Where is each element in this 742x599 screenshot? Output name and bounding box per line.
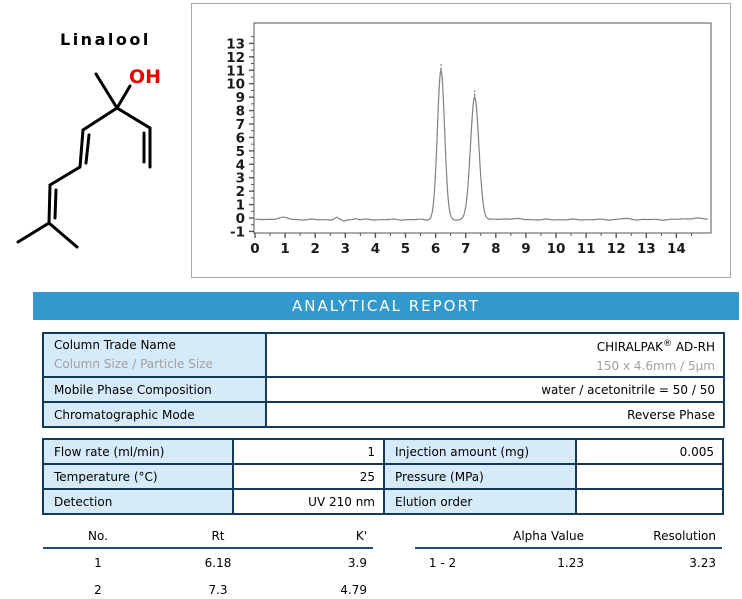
- x-tick-label: 12: [607, 241, 626, 257]
- y-tick-label: 11: [226, 63, 245, 79]
- info-label: Column Trade Name Column Size / Particle …: [42, 332, 267, 378]
- results-header: Alpha Value: [513, 529, 584, 543]
- bond: [16, 221, 51, 244]
- info-row: Column Trade Name Column Size / Particle …: [42, 332, 725, 378]
- condition-label: Elution order: [383, 488, 577, 515]
- x-tick-label: 13: [637, 241, 656, 257]
- results-cell: 3.9: [347, 556, 367, 570]
- y-tick-label: 12: [226, 50, 245, 66]
- results-row: 1 - 2 1.23 3.23: [415, 550, 722, 576]
- x-tick-label: 0: [250, 241, 259, 257]
- x-tick-label: 3: [341, 241, 350, 257]
- y-tick-label: 4: [236, 157, 245, 173]
- report-banner-title: ANALYTICAL REPORT: [292, 297, 480, 315]
- double-bond-inner: [84, 133, 91, 165]
- y-tick-label: 7: [236, 117, 245, 133]
- results-cell: 6.18: [204, 556, 232, 570]
- info-row: Mobile Phase Composition water / acetonit…: [42, 376, 725, 403]
- results-row: 1 6.18 3.9: [43, 550, 373, 576]
- x-tick-label: 7: [461, 241, 470, 257]
- condition-value: 0.005: [575, 438, 724, 465]
- condition-value: [575, 463, 724, 490]
- condition-value: [575, 488, 724, 515]
- y-tick-label: 3: [236, 171, 245, 187]
- x-tick-label: 6: [431, 241, 440, 257]
- column-info-table: Column Trade Name Column Size / Particle …: [42, 332, 725, 428]
- molecule-title: Linalool: [60, 30, 151, 49]
- x-tick-label: 11: [577, 241, 596, 257]
- results-header: Rt: [211, 529, 225, 543]
- x-tick-label: 5: [401, 241, 410, 257]
- results-header: No.: [88, 529, 108, 543]
- double-bond: [78, 128, 85, 169]
- x-tick-label: 2: [310, 241, 319, 257]
- y-tick-label: 10: [226, 77, 245, 93]
- y-tick-label: -1: [230, 224, 245, 240]
- y-tick-label: 6: [236, 130, 245, 146]
- peak-results-table: No. Rt K' 1 6.18 3.9 2 7.3 4.79: [43, 521, 373, 599]
- x-tick-label: 10: [547, 241, 566, 257]
- x-tick-label: 9: [521, 241, 530, 257]
- double-bond-inner: [53, 188, 58, 220]
- x-tick-label: 14: [667, 241, 686, 257]
- y-tick-label: 0: [236, 211, 245, 227]
- condition-row: Detection UV 210 nm Elution order: [42, 488, 724, 515]
- x-tick-label: 8: [491, 241, 500, 257]
- info-label: Mobile Phase Composition: [42, 376, 267, 403]
- info-value: Reverse Phase: [265, 401, 725, 428]
- bond: [115, 106, 152, 130]
- results-cell: 4.79: [340, 583, 367, 597]
- bond: [47, 221, 79, 249]
- x-tick-label: 1: [280, 241, 289, 257]
- y-tick-label: 1: [236, 198, 245, 214]
- results-header: K': [355, 529, 367, 543]
- condition-label: Detection: [42, 488, 234, 515]
- info-row: Chromatographic Mode Reverse Phase: [42, 401, 725, 428]
- results-header: Resolution: [653, 529, 716, 543]
- info-label: Chromatographic Mode: [42, 401, 267, 428]
- condition-value: 25: [232, 463, 385, 490]
- chromatogram-panel: 0 1 2 3 4 5 6 7 8 9 10 11 12 13 14 -1 0 1 2 3 4 5 6 7 8 9 10 11 12 13: [191, 3, 731, 278]
- condition-label: Pressure (MPa): [383, 463, 577, 490]
- results-cell: 2: [94, 583, 102, 597]
- y-tick-label: 9: [236, 90, 245, 106]
- chromatogram-trace: [254, 68, 708, 222]
- condition-label: Flow rate (ml/min): [42, 438, 234, 465]
- bond: [48, 165, 82, 187]
- results-cell: 1.23: [557, 556, 584, 570]
- header-rule: [43, 547, 373, 549]
- molecule-structure: OH: [16, 66, 161, 249]
- results-header-row: No. Rt K': [43, 521, 373, 547]
- bond: [94, 72, 119, 110]
- bond-to-hydroxyl: [115, 84, 132, 110]
- y-tick-label: 8: [236, 104, 245, 120]
- results-cell: 1: [94, 556, 102, 570]
- info-value: CHIRALPAK® AD-RH 150 x 4.6mm / 5μm: [265, 332, 725, 378]
- x-tick-label: 4: [371, 241, 380, 257]
- results-cell: 1 - 2: [428, 556, 457, 570]
- results-cell: 7.3: [208, 583, 228, 597]
- condition-label: Temperature (°C): [42, 463, 234, 490]
- condition-value: UV 210 nm: [232, 488, 385, 515]
- results-cell: 3.23: [689, 556, 716, 570]
- conditions-table: Flow rate (ml/min) 1 Injection amount (mg)…: [42, 438, 724, 515]
- report-banner: ANALYTICAL REPORT: [33, 292, 739, 320]
- condition-label: Injection amount (mg): [383, 438, 577, 465]
- results-row: 2 7.3 4.79: [43, 577, 373, 599]
- y-tick-label: 2: [236, 184, 245, 200]
- bond: [81, 106, 119, 132]
- results-header-row: Alpha Value Resolution: [415, 521, 722, 547]
- y-tick-label: 13: [226, 36, 245, 52]
- condition-row: Temperature (°C) 25 Pressure (MPa): [42, 463, 724, 490]
- header-rule: [415, 547, 722, 549]
- y-tick-label: 5: [236, 144, 245, 160]
- hydroxyl-label: OH: [129, 66, 161, 88]
- info-value: water / acetonitrile = 50 / 50: [265, 376, 725, 403]
- condition-value: 1: [232, 438, 385, 465]
- separation-results-table: Alpha Value Resolution 1 - 2 1.23 3.23: [415, 521, 722, 576]
- condition-row: Flow rate (ml/min) 1 Injection amount (mg)…: [42, 438, 724, 465]
- double-bond: [47, 183, 52, 225]
